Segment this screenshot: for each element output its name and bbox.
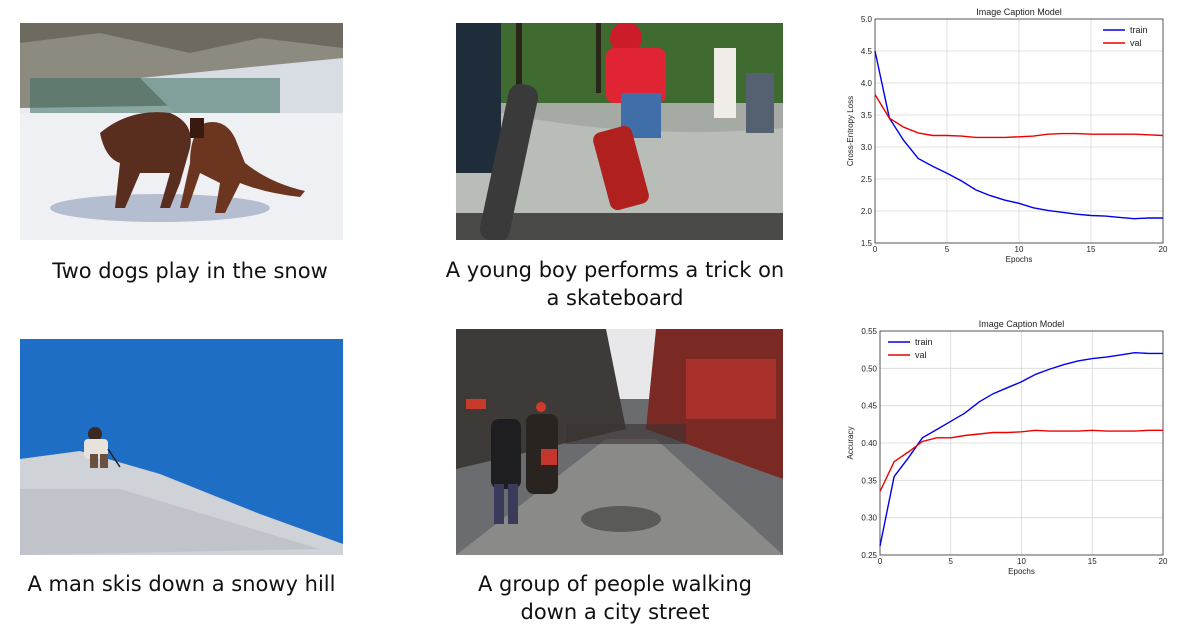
photo-skateboarder bbox=[456, 23, 783, 240]
photo-dogs-in-snow bbox=[20, 23, 343, 240]
photo-caption: Two dogs play in the snow bbox=[52, 259, 328, 283]
accuracy-chart: 0 5 10 15 20 0.25 0.30 0.35 0.40 0.45 0.50 0.55 Imag… bbox=[840, 316, 1186, 584]
photo-skier bbox=[20, 339, 343, 555]
x-tick-label: 15 bbox=[1087, 245, 1096, 254]
x-tick-label: 15 bbox=[1088, 557, 1097, 566]
y-axis-label: Accuracy bbox=[846, 427, 855, 460]
loss-chart-svg: 0 5 10 15 20 1.5 2.0 2.5 3.0 3.5 4.0 4.5 5.0 Image Ca… bbox=[846, 7, 1168, 264]
legend-label-val: val bbox=[915, 350, 927, 360]
y-tick-label: 0.50 bbox=[861, 364, 877, 373]
loss-chart: 0 5 10 15 20 1.5 2.0 2.5 3.0 3.5 4.0 4.5 5.0 Image Ca… bbox=[840, 4, 1186, 272]
y-tick-label: 0.40 bbox=[861, 439, 877, 448]
x-tick-label: 5 bbox=[949, 557, 954, 566]
y-tick-label: 4.5 bbox=[861, 47, 873, 56]
y-tick-label: 2.5 bbox=[861, 175, 873, 184]
photo-caption: A man skis down a snowy hill bbox=[27, 572, 336, 596]
x-tick-label: 0 bbox=[873, 245, 878, 254]
series-line-val bbox=[879, 429, 1163, 492]
y-tick-label: 3.5 bbox=[861, 111, 873, 120]
legend-label-train: train bbox=[915, 337, 933, 347]
y-tick-label: 2.0 bbox=[861, 207, 873, 216]
x-tick-label: 5 bbox=[945, 245, 950, 254]
y-tick-label: 0.30 bbox=[861, 514, 877, 523]
x-tick-label: 10 bbox=[1017, 557, 1026, 566]
y-tick-label: 3.0 bbox=[861, 143, 873, 152]
accuracy-chart-svg: 0 5 10 15 20 0.25 0.30 0.35 0.40 0.45 0.50 0.55 Imag… bbox=[846, 319, 1168, 576]
x-tick-label: 10 bbox=[1015, 245, 1024, 254]
photo-caption: A young boy performs a trick on a skateb… bbox=[445, 258, 785, 310]
y-tick-label: 0.35 bbox=[861, 476, 877, 485]
x-tick-label: 20 bbox=[1159, 245, 1168, 254]
y-axis-label: Cross-Entropy Loss bbox=[846, 96, 855, 166]
x-axis-label: Epochs bbox=[1006, 255, 1033, 264]
series-line-train bbox=[874, 50, 1163, 220]
x-tick-label: 20 bbox=[1159, 557, 1168, 566]
x-tick-label: 0 bbox=[878, 557, 883, 566]
chart-title: Image Caption Model bbox=[976, 7, 1062, 17]
photo-city-street bbox=[456, 329, 783, 555]
y-tick-label: 0.45 bbox=[861, 402, 877, 411]
plot-frame bbox=[874, 18, 1164, 244]
y-tick-label: 0.25 bbox=[861, 551, 877, 560]
series-line-val bbox=[874, 94, 1164, 139]
legend-label-train: train bbox=[1130, 25, 1148, 35]
x-axis-label: Epochs bbox=[1008, 567, 1035, 576]
plot-frame bbox=[879, 330, 1164, 556]
y-tick-label: 4.0 bbox=[861, 79, 873, 88]
y-tick-label: 1.5 bbox=[861, 239, 873, 248]
y-tick-label: 5.0 bbox=[861, 15, 873, 24]
y-tick-label: 0.55 bbox=[861, 327, 877, 336]
chart-title: Image Caption Model bbox=[979, 319, 1065, 329]
photo-caption: A group of people walking down a city st… bbox=[478, 572, 752, 624]
legend-label-val: val bbox=[1130, 38, 1142, 48]
series-line-train bbox=[879, 351, 1163, 547]
